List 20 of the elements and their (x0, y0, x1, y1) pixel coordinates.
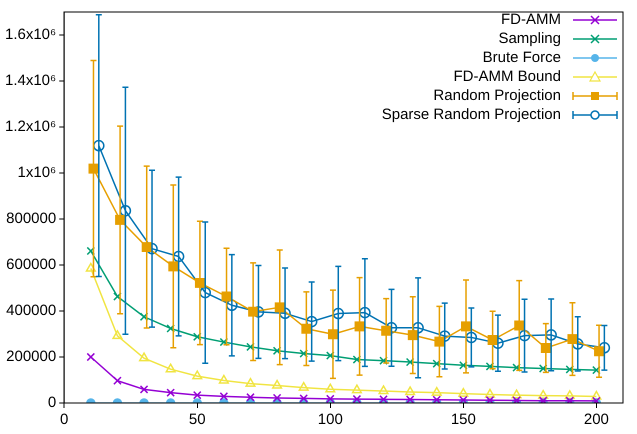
legend-label: Brute Force (482, 48, 561, 67)
y-tick-label: 1.2x10⁶ (4, 118, 56, 136)
y-tick-label: 800000 (6, 210, 56, 228)
legend-label: Random Projection (433, 86, 561, 105)
y-tick-label: 0 (48, 394, 56, 412)
legend-label: Sampling (498, 29, 561, 48)
x-tick-label: 150 (450, 411, 476, 428)
x-tick-label: 50 (188, 411, 206, 428)
y-tick-label: 400000 (6, 302, 56, 320)
y-tick-label: 1x10⁶ (18, 164, 56, 182)
x-tick-label: 100 (318, 411, 343, 428)
legend-label: FD-AMM Bound (453, 67, 561, 86)
y-tick-label: 1.6x10⁶ (4, 26, 56, 44)
legend-label: FD-AMM (501, 10, 561, 29)
x-tick-label: 0 (60, 411, 68, 428)
y-tick-label: 200000 (6, 348, 56, 366)
x-tick-label: 200 (584, 411, 609, 428)
y-tick-label: 1.4x10⁶ (4, 72, 56, 90)
y-tick-label: 600000 (6, 256, 56, 274)
legend-label: Sparse Random Projection (382, 105, 561, 124)
